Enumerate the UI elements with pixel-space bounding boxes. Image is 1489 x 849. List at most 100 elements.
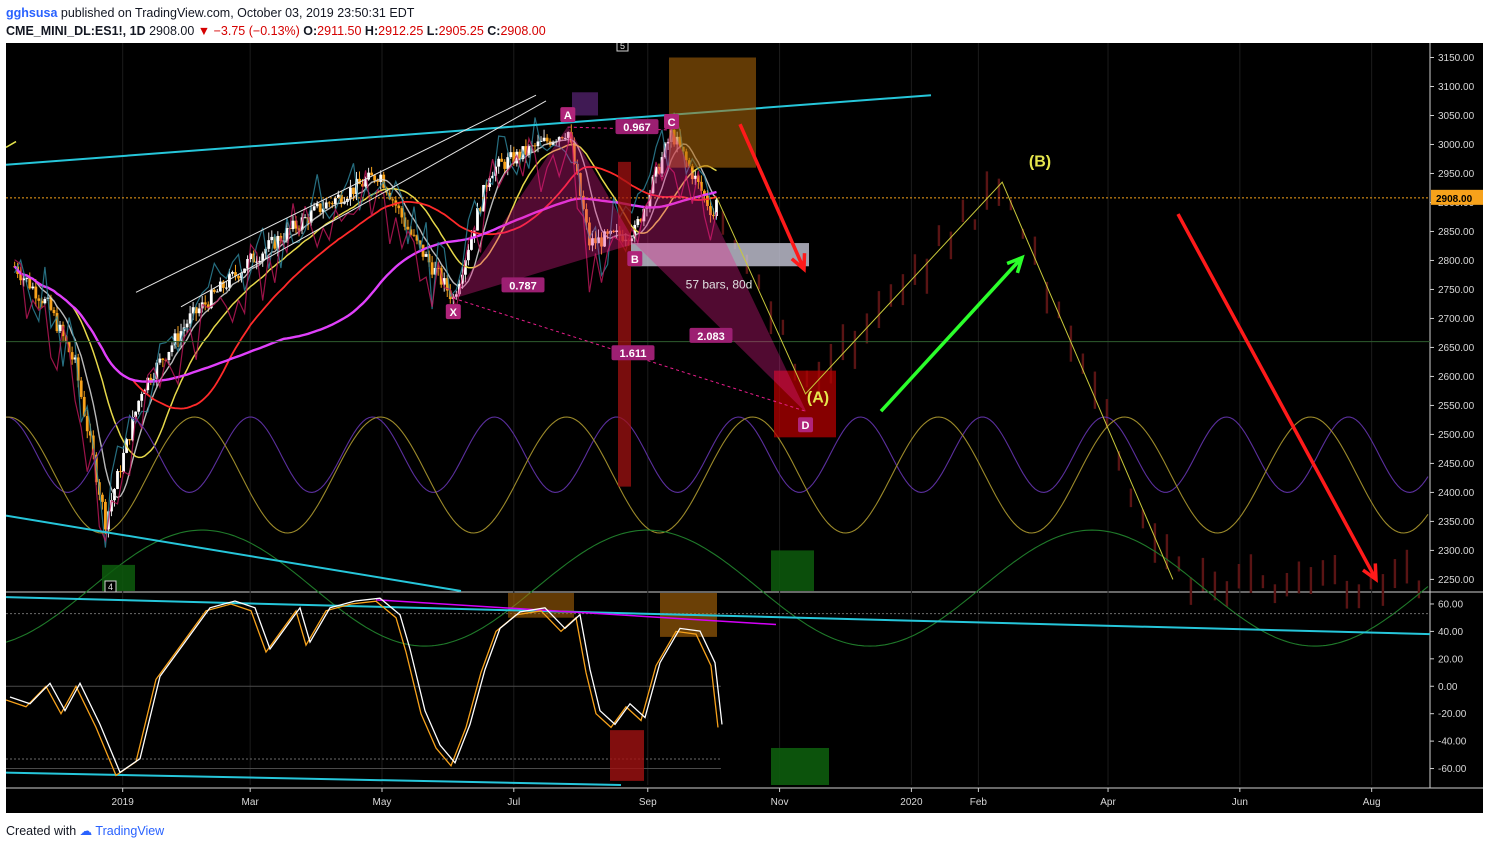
candle-body bbox=[575, 163, 579, 174]
candle-body bbox=[379, 174, 383, 182]
candle-body bbox=[22, 278, 26, 281]
candle-body bbox=[512, 152, 516, 164]
candle-body bbox=[397, 205, 401, 209]
candle-body bbox=[376, 180, 380, 182]
ma-long-line bbox=[13, 190, 717, 383]
wedge-line-lower bbox=[180, 100, 547, 308]
volatility-bar bbox=[618, 161, 631, 487]
price-tick-label: 3000.00 bbox=[1438, 140, 1475, 151]
candle-body bbox=[149, 377, 153, 382]
tradingview-logo-icon: ☁ bbox=[79, 824, 93, 838]
close-value: 2908.00 bbox=[500, 24, 546, 38]
wedge-line-upper bbox=[135, 94, 537, 293]
open-value: 2911.50 bbox=[317, 24, 362, 38]
candle-body bbox=[500, 158, 504, 162]
candle-body bbox=[209, 289, 213, 308]
candle-body bbox=[503, 161, 507, 169]
osc-resistance-box bbox=[508, 593, 574, 618]
candle-body bbox=[194, 307, 198, 314]
cycle-wave-gold bbox=[5, 416, 1429, 534]
measure-label: 57 bars, 80d bbox=[686, 277, 753, 291]
open-label: O: bbox=[303, 24, 318, 38]
projection-bar bbox=[1225, 581, 1229, 607]
ratio-label: 0.787 bbox=[509, 280, 537, 292]
candle-body bbox=[442, 278, 446, 285]
candle-body bbox=[273, 236, 277, 249]
lower-trendline bbox=[5, 514, 462, 592]
candle-body bbox=[693, 175, 697, 180]
arrow-down-short bbox=[738, 123, 806, 270]
projection-bar bbox=[1009, 199, 1013, 211]
candle-body bbox=[206, 304, 210, 308]
tradingview-brand[interactable]: TradingView bbox=[95, 824, 165, 838]
osc-tick-label: -40.00 bbox=[1438, 737, 1467, 748]
candle-body bbox=[585, 209, 588, 223]
current-price-badge bbox=[1431, 189, 1483, 205]
edge-trendline bbox=[5, 140, 17, 149]
candle-body bbox=[40, 300, 44, 304]
candle-body bbox=[557, 137, 561, 142]
projection-bar bbox=[1237, 564, 1241, 589]
chart-svg[interactable]: 3150.003100.003050.003000.002950.002900.… bbox=[5, 39, 1483, 813]
candle-body bbox=[527, 146, 531, 155]
projection-bar bbox=[1369, 573, 1373, 590]
time-tick-label: Mar bbox=[242, 797, 260, 808]
candle-body bbox=[146, 377, 150, 391]
price-tick-label: 2300.00 bbox=[1438, 546, 1475, 557]
marker-5: 5 bbox=[620, 43, 625, 51]
candle-body bbox=[103, 501, 107, 530]
candle-body bbox=[170, 345, 174, 352]
candle-body bbox=[702, 190, 706, 196]
upper-trendline bbox=[5, 94, 932, 166]
candle-body bbox=[633, 224, 637, 239]
chart-area[interactable]: 3150.003100.003050.003000.002950.002900.… bbox=[5, 39, 1483, 813]
projection-bar bbox=[1321, 560, 1325, 586]
projection-bar bbox=[1357, 584, 1361, 609]
candle-body bbox=[37, 298, 41, 301]
author-name[interactable]: gghsusa bbox=[6, 6, 58, 20]
support-box-main bbox=[771, 550, 814, 591]
projection-bar bbox=[1117, 451, 1121, 471]
projection-bar bbox=[1093, 371, 1097, 409]
harmonic-point-d-bg bbox=[798, 417, 814, 433]
candle-body bbox=[52, 309, 56, 314]
osc-lower-trendline bbox=[5, 771, 622, 786]
candle-body bbox=[696, 175, 700, 182]
projection-bar bbox=[1273, 584, 1277, 604]
publish-line: gghsusa published on TradingView.com, Oc… bbox=[6, 6, 414, 20]
candle-body bbox=[388, 192, 392, 200]
candle-body bbox=[258, 260, 262, 262]
last-price: 2908.00 bbox=[149, 24, 195, 38]
candle-body bbox=[339, 194, 343, 204]
candle-body bbox=[497, 158, 501, 167]
price-tick-label: 2950.00 bbox=[1438, 169, 1475, 180]
osc-tick-label: 40.00 bbox=[1438, 627, 1463, 638]
candle-body bbox=[327, 202, 331, 204]
projection-bar bbox=[973, 219, 977, 230]
candle-body bbox=[712, 215, 715, 217]
candle-body bbox=[303, 217, 307, 219]
projection-bar bbox=[1021, 228, 1025, 239]
candle-body bbox=[119, 471, 122, 473]
candle-body bbox=[660, 157, 664, 174]
projection-bar bbox=[1417, 580, 1421, 599]
footer: Created with ☁ TradingView bbox=[6, 823, 164, 838]
candle-body bbox=[100, 494, 104, 502]
candle-body bbox=[545, 137, 549, 142]
projection-bar bbox=[1105, 399, 1109, 429]
price-tick-label: 2450.00 bbox=[1438, 459, 1475, 470]
candle-body bbox=[218, 281, 222, 292]
candle-body bbox=[212, 289, 216, 292]
candle-body bbox=[457, 283, 461, 295]
projection-bar bbox=[841, 324, 845, 361]
price-tick-label: 3100.00 bbox=[1438, 82, 1475, 93]
price-change: −3.75 (−0.13%) bbox=[213, 24, 300, 38]
candle-body bbox=[333, 197, 337, 204]
candle-body bbox=[349, 187, 352, 199]
candle-body bbox=[79, 380, 83, 397]
marker-4-box bbox=[104, 580, 117, 593]
osc-tick-label: 60.00 bbox=[1438, 599, 1463, 610]
candle-body bbox=[518, 151, 522, 160]
projection-bar bbox=[1213, 571, 1217, 601]
candle-body bbox=[367, 172, 370, 180]
